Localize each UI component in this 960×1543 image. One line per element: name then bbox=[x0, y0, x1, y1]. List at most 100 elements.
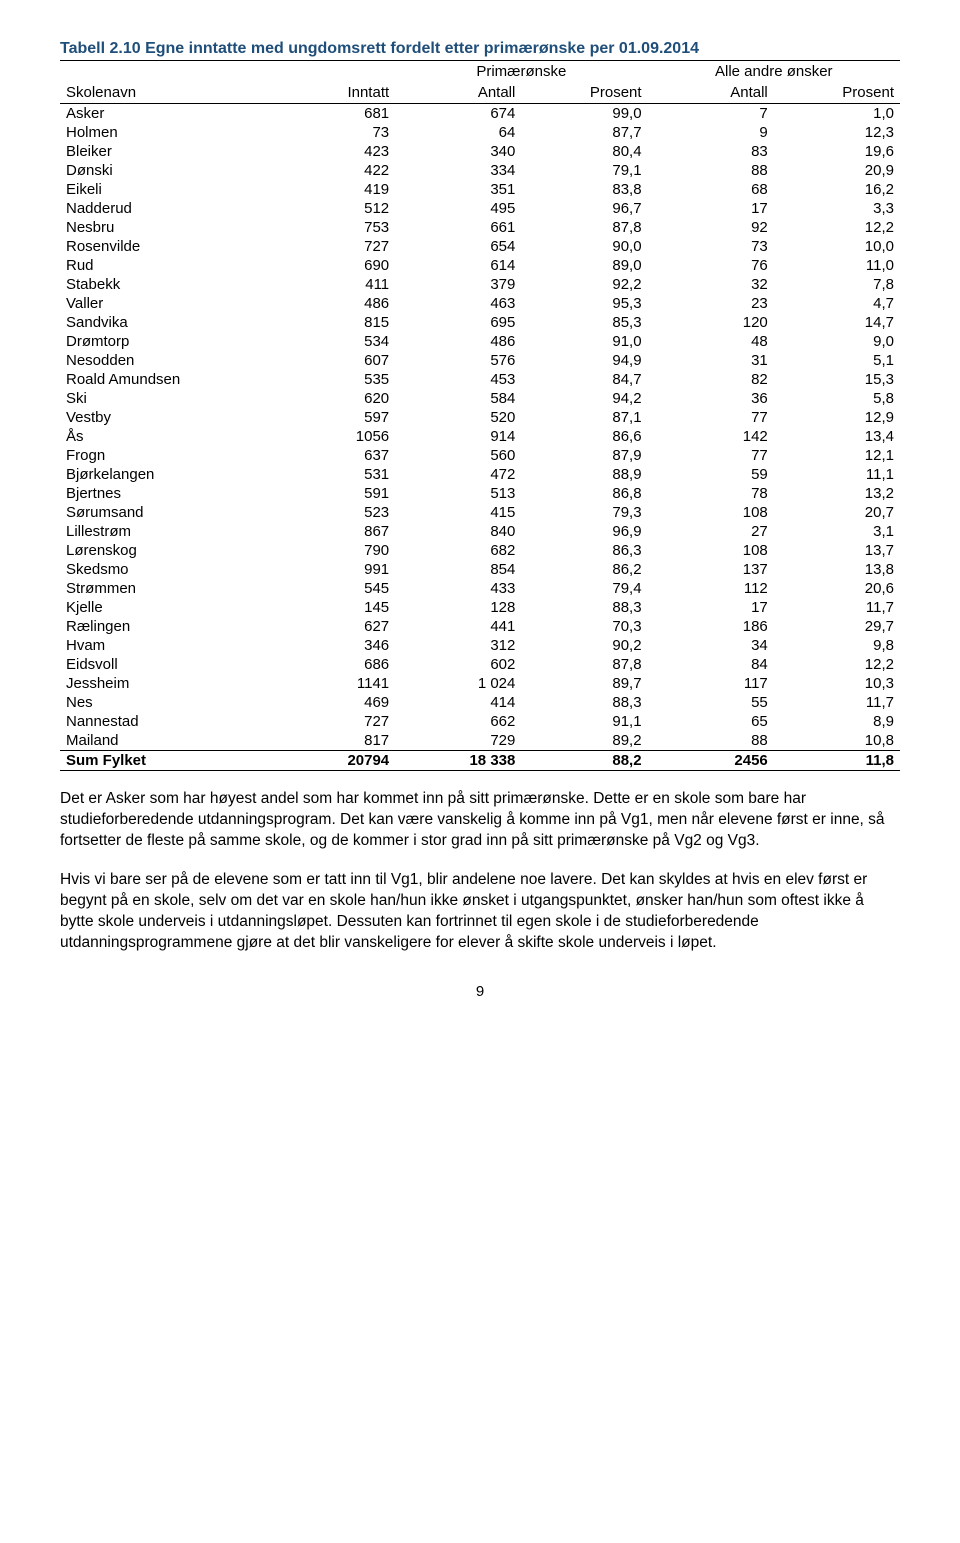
cell-value: 8,9 bbox=[774, 712, 900, 731]
table-row: Lillestrøm86784096,9273,1 bbox=[60, 522, 900, 541]
cell-value: 1,0 bbox=[774, 104, 900, 124]
cell-name: Nes bbox=[60, 693, 269, 712]
cell-value: 9,0 bbox=[774, 332, 900, 351]
cell-value: 433 bbox=[395, 579, 521, 598]
cell-value: 82 bbox=[648, 370, 774, 389]
sum-value: 2456 bbox=[648, 751, 774, 771]
sum-row: Sum Fylket2079418 33888,2245611,8 bbox=[60, 751, 900, 771]
cell-name: Lillestrøm bbox=[60, 522, 269, 541]
cell-value: 753 bbox=[269, 218, 395, 237]
cell-name: Roald Amundsen bbox=[60, 370, 269, 389]
cell-value: 545 bbox=[269, 579, 395, 598]
paragraph-2: Hvis vi bare ser på de elevene som er ta… bbox=[60, 870, 900, 954]
cell-value: 535 bbox=[269, 370, 395, 389]
cell-value: 729 bbox=[395, 731, 521, 751]
cell-value: 334 bbox=[395, 161, 521, 180]
cell-value: 83 bbox=[648, 142, 774, 161]
cell-value: 686 bbox=[269, 655, 395, 674]
table-row: Bjørkelangen53147288,95911,1 bbox=[60, 465, 900, 484]
cell-name: Eidsvoll bbox=[60, 655, 269, 674]
cell-name: Valler bbox=[60, 294, 269, 313]
cell-value: 12,2 bbox=[774, 218, 900, 237]
cell-value: 11,7 bbox=[774, 598, 900, 617]
cell-value: 654 bbox=[395, 237, 521, 256]
cell-value: 523 bbox=[269, 503, 395, 522]
cell-value: 99,0 bbox=[521, 104, 647, 124]
cell-value: 48 bbox=[648, 332, 774, 351]
cell-value: 9 bbox=[648, 123, 774, 142]
sum-value: 88,2 bbox=[521, 751, 647, 771]
cell-value: 79,1 bbox=[521, 161, 647, 180]
table-row: Rosenvilde72765490,07310,0 bbox=[60, 237, 900, 256]
cell-value: 991 bbox=[269, 560, 395, 579]
sum-value: 11,8 bbox=[774, 751, 900, 771]
cell-value: 36 bbox=[648, 389, 774, 408]
cell-name: Stabekk bbox=[60, 275, 269, 294]
cell-value: 727 bbox=[269, 237, 395, 256]
cell-value: 20,6 bbox=[774, 579, 900, 598]
cell-value: 79,4 bbox=[521, 579, 647, 598]
table-row: Nannestad72766291,1658,9 bbox=[60, 712, 900, 731]
cell-name: Nannestad bbox=[60, 712, 269, 731]
cell-value: 87,9 bbox=[521, 446, 647, 465]
cell-value: 64 bbox=[395, 123, 521, 142]
group-header-primary: Primærønske bbox=[395, 61, 647, 83]
cell-value: 637 bbox=[269, 446, 395, 465]
cell-name: Ås bbox=[60, 427, 269, 446]
cell-value: 117 bbox=[648, 674, 774, 693]
cell-value: 84 bbox=[648, 655, 774, 674]
table-row: Bjertnes59151386,87813,2 bbox=[60, 484, 900, 503]
cell-name: Rælingen bbox=[60, 617, 269, 636]
cell-name: Sandvika bbox=[60, 313, 269, 332]
cell-value: 120 bbox=[648, 313, 774, 332]
cell-value: 495 bbox=[395, 199, 521, 218]
cell-value: 453 bbox=[395, 370, 521, 389]
cell-value: 32 bbox=[648, 275, 774, 294]
table-row: Sandvika81569585,312014,7 bbox=[60, 313, 900, 332]
cell-value: 88,3 bbox=[521, 693, 647, 712]
page-number: 9 bbox=[60, 983, 900, 1000]
cell-value: 607 bbox=[269, 351, 395, 370]
cell-value: 94,2 bbox=[521, 389, 647, 408]
cell-value: 817 bbox=[269, 731, 395, 751]
cell-name: Nesbru bbox=[60, 218, 269, 237]
cell-name: Rud bbox=[60, 256, 269, 275]
cell-value: 29,7 bbox=[774, 617, 900, 636]
col-prosent-2: Prosent bbox=[774, 82, 900, 104]
cell-value: 351 bbox=[395, 180, 521, 199]
cell-value: 520 bbox=[395, 408, 521, 427]
cell-name: Jessheim bbox=[60, 674, 269, 693]
cell-value: 419 bbox=[269, 180, 395, 199]
cell-value: 662 bbox=[395, 712, 521, 731]
cell-value: 840 bbox=[395, 522, 521, 541]
table-row: Rud69061489,07611,0 bbox=[60, 256, 900, 275]
cell-value: 415 bbox=[395, 503, 521, 522]
cell-value: 13,8 bbox=[774, 560, 900, 579]
cell-value: 73 bbox=[269, 123, 395, 142]
cell-name: Hvam bbox=[60, 636, 269, 655]
cell-value: 695 bbox=[395, 313, 521, 332]
cell-name: Skedsmo bbox=[60, 560, 269, 579]
cell-value: 78 bbox=[648, 484, 774, 503]
table-row: Rælingen62744170,318629,7 bbox=[60, 617, 900, 636]
cell-name: Holmen bbox=[60, 123, 269, 142]
cell-name: Rosenvilde bbox=[60, 237, 269, 256]
cell-value: 441 bbox=[395, 617, 521, 636]
cell-value: 77 bbox=[648, 446, 774, 465]
cell-value: 1056 bbox=[269, 427, 395, 446]
cell-value: 68 bbox=[648, 180, 774, 199]
table-row: Vestby59752087,17712,9 bbox=[60, 408, 900, 427]
cell-value: 423 bbox=[269, 142, 395, 161]
cell-value: 73 bbox=[648, 237, 774, 256]
table-row: Lørenskog79068286,310813,7 bbox=[60, 541, 900, 560]
cell-value: 10,3 bbox=[774, 674, 900, 693]
data-table: Primærønske Alle andre ønsker Skolenavn … bbox=[60, 60, 900, 771]
cell-value: 512 bbox=[269, 199, 395, 218]
table-row: Nesbru75366187,89212,2 bbox=[60, 218, 900, 237]
cell-name: Bleiker bbox=[60, 142, 269, 161]
cell-value: 486 bbox=[395, 332, 521, 351]
cell-value: 80,4 bbox=[521, 142, 647, 161]
cell-value: 620 bbox=[269, 389, 395, 408]
cell-value: 92 bbox=[648, 218, 774, 237]
cell-value: 463 bbox=[395, 294, 521, 313]
